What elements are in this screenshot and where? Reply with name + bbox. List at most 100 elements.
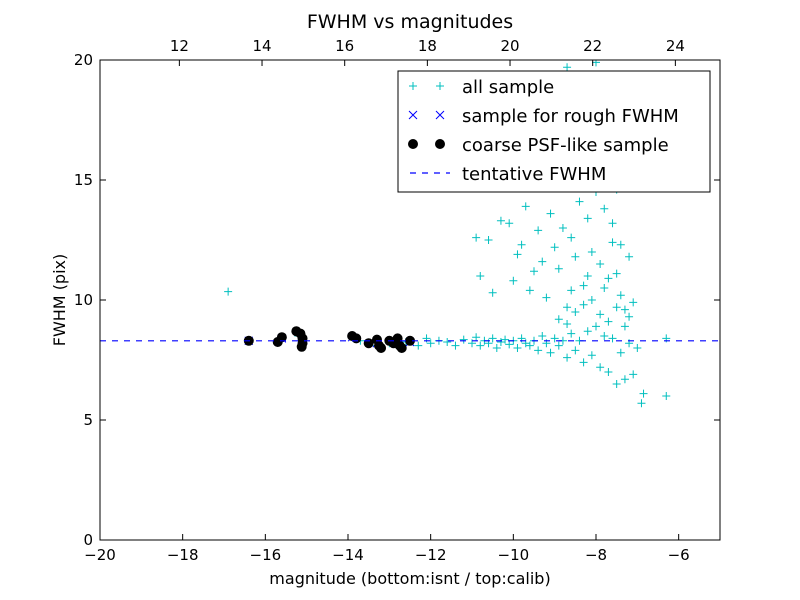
series-0-point-93	[604, 274, 613, 283]
series-0-point-91	[596, 260, 605, 268]
series-0-point-111	[600, 284, 609, 292]
series-0-point-120	[592, 60, 600, 67]
series-0-point-48	[587, 351, 596, 360]
series-0-point-102	[571, 308, 580, 316]
series-0-point-99	[629, 298, 638, 307]
series-0-point-18	[459, 335, 468, 344]
series-0-point-95	[612, 269, 621, 278]
series-0-point-112	[616, 240, 625, 249]
series-0-point-107	[612, 303, 621, 312]
y-tick-label-3: 15	[74, 171, 93, 189]
series-0-point-113	[608, 219, 617, 228]
x-tick-label-1: −18	[167, 546, 199, 564]
series-0-point-36	[538, 332, 547, 340]
series-2-point-2	[276, 332, 287, 343]
legend-label-all-sample: all sample	[462, 77, 554, 98]
series-0-point-17	[451, 341, 460, 350]
series-0-point-56	[620, 375, 629, 384]
series-0-point-121	[563, 63, 572, 72]
series-2-point-9	[351, 333, 362, 344]
x-axis-label: magnitude (bottom:isnt / top:calib)	[269, 569, 550, 588]
series-0-point-69	[505, 219, 514, 228]
series-0-point-43	[567, 329, 576, 338]
series-0-point-26	[496, 338, 505, 346]
series-0-point-108	[620, 322, 629, 331]
series-2-point-13	[376, 343, 387, 353]
series-0-point-94	[608, 238, 617, 247]
series-0-point-105	[596, 310, 605, 319]
series-0-point-79	[546, 209, 555, 218]
y-tick-label-4: 20	[74, 51, 93, 69]
legend-marker-0-a	[409, 82, 417, 90]
series-0-point-109	[567, 286, 576, 295]
series-0-point-82	[558, 224, 567, 232]
series-0-point-14	[426, 339, 435, 348]
series-0-point-60	[637, 399, 646, 408]
legend-markers	[408, 82, 450, 174]
legend-marker-1-a	[408, 110, 418, 120]
top-tick-label-1: 14	[252, 37, 271, 55]
top-tick-label-4: 20	[500, 37, 519, 55]
x-tick-label-0: −20	[84, 546, 116, 564]
series-0-point-38	[546, 348, 555, 357]
series-0-point-55	[616, 348, 625, 357]
legend-label-psf-like: coarse PSF-like sample	[462, 135, 669, 156]
series-0-point-75	[530, 267, 538, 276]
x-tick-label-2: −16	[250, 546, 282, 564]
top-tick-label-2: 16	[335, 37, 354, 55]
series-0-point-87	[579, 281, 588, 290]
x-tick-label-3: −14	[332, 546, 364, 564]
series-0-point-54	[612, 380, 621, 388]
series-0-point-24	[488, 334, 497, 343]
y-tick-label-1: 5	[83, 411, 93, 429]
series-0-point-89	[587, 248, 596, 256]
series-0-point-59	[633, 344, 642, 352]
series-2-point-18	[396, 343, 407, 353]
legend-label-tentative-fwhm: tentative FWHM	[462, 164, 606, 185]
series-0-point-30	[513, 344, 522, 352]
series-0-point-21	[476, 341, 485, 350]
series-0-point-52	[604, 368, 613, 376]
legend-label-rough-fwhm: sample for rough FWHM	[462, 106, 679, 127]
series-0-point-104	[587, 296, 596, 304]
top-tick-label-3: 18	[418, 37, 437, 55]
chart-title: FWHM vs magnitudes	[307, 11, 513, 33]
series-0-point-50	[596, 363, 605, 372]
series-0-point-81	[554, 264, 563, 273]
series-0-point-66	[484, 236, 493, 244]
series-0-point-65	[476, 272, 485, 280]
series-0-point-16	[443, 338, 452, 346]
series-0-point-92	[600, 204, 609, 213]
series-0-point-64	[472, 233, 481, 242]
series-0-point-97	[620, 305, 629, 314]
series-0-point-72	[517, 240, 526, 249]
series-2-point-7	[296, 341, 307, 352]
series-0-point-103	[579, 300, 588, 309]
x-tick-label-5: −10	[498, 546, 530, 564]
series-0-point-100	[554, 315, 563, 324]
x-tick-label-6: −8	[585, 546, 607, 564]
series-2-point-10	[363, 338, 374, 349]
series-0-point-98	[625, 312, 634, 321]
series-0-point-61	[639, 389, 648, 398]
series-0-point-53	[608, 334, 617, 343]
y-tick-label-2: 10	[74, 291, 93, 309]
series-0-point-85	[571, 252, 580, 261]
legend-marker-2-b	[435, 139, 445, 149]
series-0-point-96	[616, 291, 625, 300]
series-0-point-114	[625, 252, 634, 261]
series-0-point-80	[550, 243, 559, 252]
series-0-point-49	[592, 322, 600, 331]
legend-marker-2-a	[408, 139, 418, 149]
series-0-point-110	[583, 272, 592, 280]
series-0-point-84	[567, 233, 576, 242]
series-0-point-25	[492, 344, 501, 352]
series-0-point-88	[583, 214, 592, 223]
top-tick-label-0: 12	[170, 37, 189, 55]
series-0-point-101	[563, 320, 572, 328]
y-tick-label-0: 0	[83, 531, 93, 549]
series-0-point-71	[513, 250, 522, 259]
top-tick-label-5: 22	[583, 37, 602, 55]
legend-marker-1-b	[435, 110, 445, 120]
